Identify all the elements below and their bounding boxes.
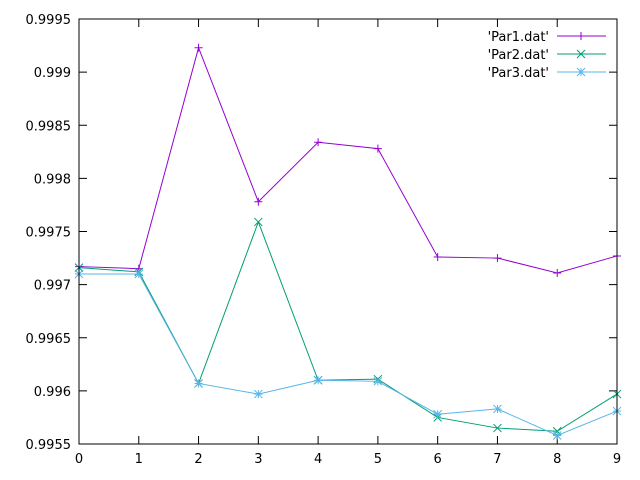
- legend-label: 'Par3.dat': [488, 66, 549, 81]
- legend-entry: 'Par3.dat': [488, 66, 606, 81]
- data-point: [134, 269, 144, 279]
- data-point: [313, 375, 323, 385]
- series-line: [78, 220, 618, 432]
- data-point: [552, 431, 562, 440]
- legend-entry: 'Par2.dat': [488, 48, 606, 63]
- data-point: [194, 379, 203, 388]
- data-point: [373, 376, 383, 386]
- x-tick-label: 0: [75, 452, 83, 467]
- x-tick-label: 9: [613, 452, 621, 467]
- data-point: [433, 253, 442, 261]
- series-1: [75, 43, 621, 277]
- legend-label: 'Par1.dat': [488, 30, 549, 45]
- data-point: [493, 404, 502, 414]
- plot-frame: [78, 18, 618, 445]
- x-tick-label: 3: [254, 452, 262, 467]
- y-tick-label: 0.9995: [26, 13, 72, 28]
- x-tick-label: 5: [374, 452, 382, 467]
- x-tick-label: 4: [314, 452, 322, 467]
- legend: 'Par1.dat' 'Par2.dat' 'Par3.dat': [488, 30, 606, 81]
- legend-entry: 'Par1.dat': [488, 30, 606, 45]
- y-tick-label: 0.997: [34, 279, 71, 294]
- x-tick-label: 1: [135, 452, 143, 467]
- data-point: [253, 217, 263, 227]
- data-point: [314, 138, 323, 147]
- axis-ticks: 0 1 2 3 4 5 6 7 8 9 0.9955 0.996 0.9965 0.997 0.9975 0.…: [26, 13, 622, 467]
- legend-marker: [576, 49, 586, 59]
- data-point: [373, 144, 382, 153]
- data-point: [254, 197, 263, 206]
- x-tick-label: 6: [434, 452, 442, 467]
- data-point: [493, 423, 502, 433]
- y-tick-label: 0.9955: [26, 438, 72, 453]
- legend-label: 'Par2.dat': [488, 48, 549, 63]
- legend-marker: [577, 32, 585, 40]
- legend-marker: [576, 67, 586, 77]
- series-line: [79, 273, 618, 437]
- y-tick-label: 0.998: [34, 172, 71, 187]
- data-point: [253, 389, 263, 399]
- y-tick-label: 0.999: [34, 66, 71, 81]
- y-tick-label: 0.9985: [26, 119, 72, 134]
- x-tick-label: 2: [194, 452, 202, 467]
- y-tick-label: 0.9975: [26, 226, 72, 241]
- x-tick-label: 7: [493, 452, 501, 467]
- series-line: [78, 46, 618, 274]
- data-point: [553, 268, 562, 277]
- data-point: [433, 409, 443, 419]
- data-point: [493, 254, 502, 263]
- y-tick-label: 0.996: [34, 385, 71, 400]
- data-point: [194, 43, 203, 52]
- y-tick-label: 0.9965: [26, 332, 72, 347]
- x-tick-label: 8: [553, 452, 561, 467]
